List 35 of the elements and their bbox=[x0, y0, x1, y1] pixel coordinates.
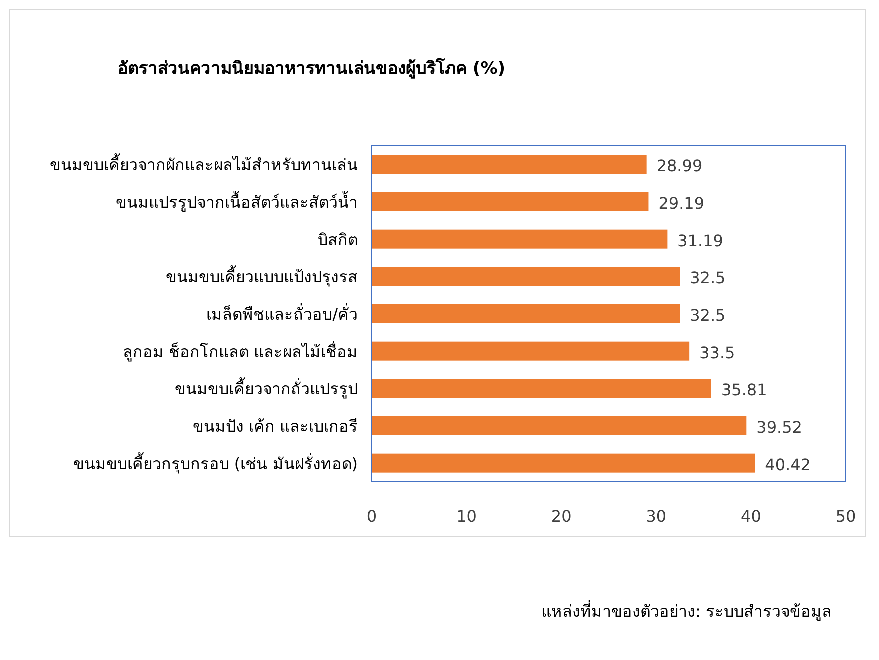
y-tick-label: ขนมปัง เค้ก และเบเกอรี bbox=[192, 417, 358, 436]
data-label: 31.19 bbox=[678, 231, 724, 250]
x-tick-label: 50 bbox=[836, 507, 856, 526]
y-tick-label: ขนมขบเคี้ยวจากผักและผลไม้สำหรับทานเล่น bbox=[50, 154, 358, 175]
bar bbox=[372, 342, 690, 361]
x-tick-label: 40 bbox=[741, 507, 762, 526]
x-tick-label: 30 bbox=[646, 507, 667, 526]
data-label: 32.5 bbox=[690, 306, 726, 325]
bar bbox=[372, 155, 647, 174]
y-tick-label: ขนมขบเคี้ยวกรุบกรอบ (เช่น มันฝรั่งทอด) bbox=[73, 452, 358, 474]
y-tick-label: ลูกอม ช็อกโกแลต และผลไม้เชื่อม bbox=[122, 340, 358, 362]
chart-title: อัตราส่วนความนิยมอาหารทานเล่นของผู้บริโภค (%) bbox=[118, 58, 506, 80]
x-tick-label: 20 bbox=[551, 507, 572, 526]
bar bbox=[372, 267, 680, 286]
data-label: 40.42 bbox=[765, 455, 811, 474]
bar bbox=[372, 454, 756, 473]
data-label: 29.19 bbox=[658, 194, 705, 213]
x-tick-label: 10 bbox=[456, 507, 477, 526]
bar bbox=[372, 416, 747, 436]
bar bbox=[372, 192, 649, 212]
x-tick-label: 0 bbox=[366, 507, 378, 526]
data-label: 28.99 bbox=[656, 156, 703, 176]
bar bbox=[372, 304, 680, 324]
bar bbox=[372, 379, 712, 398]
data-label: 35.81 bbox=[721, 380, 768, 400]
data-label: 33.5 bbox=[700, 343, 736, 362]
data-label: 32.5 bbox=[690, 268, 726, 288]
y-tick-label: เมล็ดพืชและถั่วอบ/คั่ว bbox=[206, 303, 358, 324]
text: แหล่งที่มาของตัวอย่าง: ระบบสำรวจข้อมูล bbox=[542, 600, 832, 622]
y-tick-label: บิสกิต bbox=[318, 230, 358, 250]
data-label: 39.52 bbox=[756, 418, 802, 437]
bar bbox=[372, 230, 668, 249]
y-tick-label: ขนมแปรรูปจากเนื้อสัตว์และสัตว์น้ำ bbox=[116, 191, 358, 213]
y-tick-label: ขนมขบเคี้ยวแบบแป้งปรุงรส bbox=[166, 266, 358, 288]
y-tick-label: ขนมขบเคี้ยวจากถั่วแปรรูป bbox=[175, 378, 358, 400]
